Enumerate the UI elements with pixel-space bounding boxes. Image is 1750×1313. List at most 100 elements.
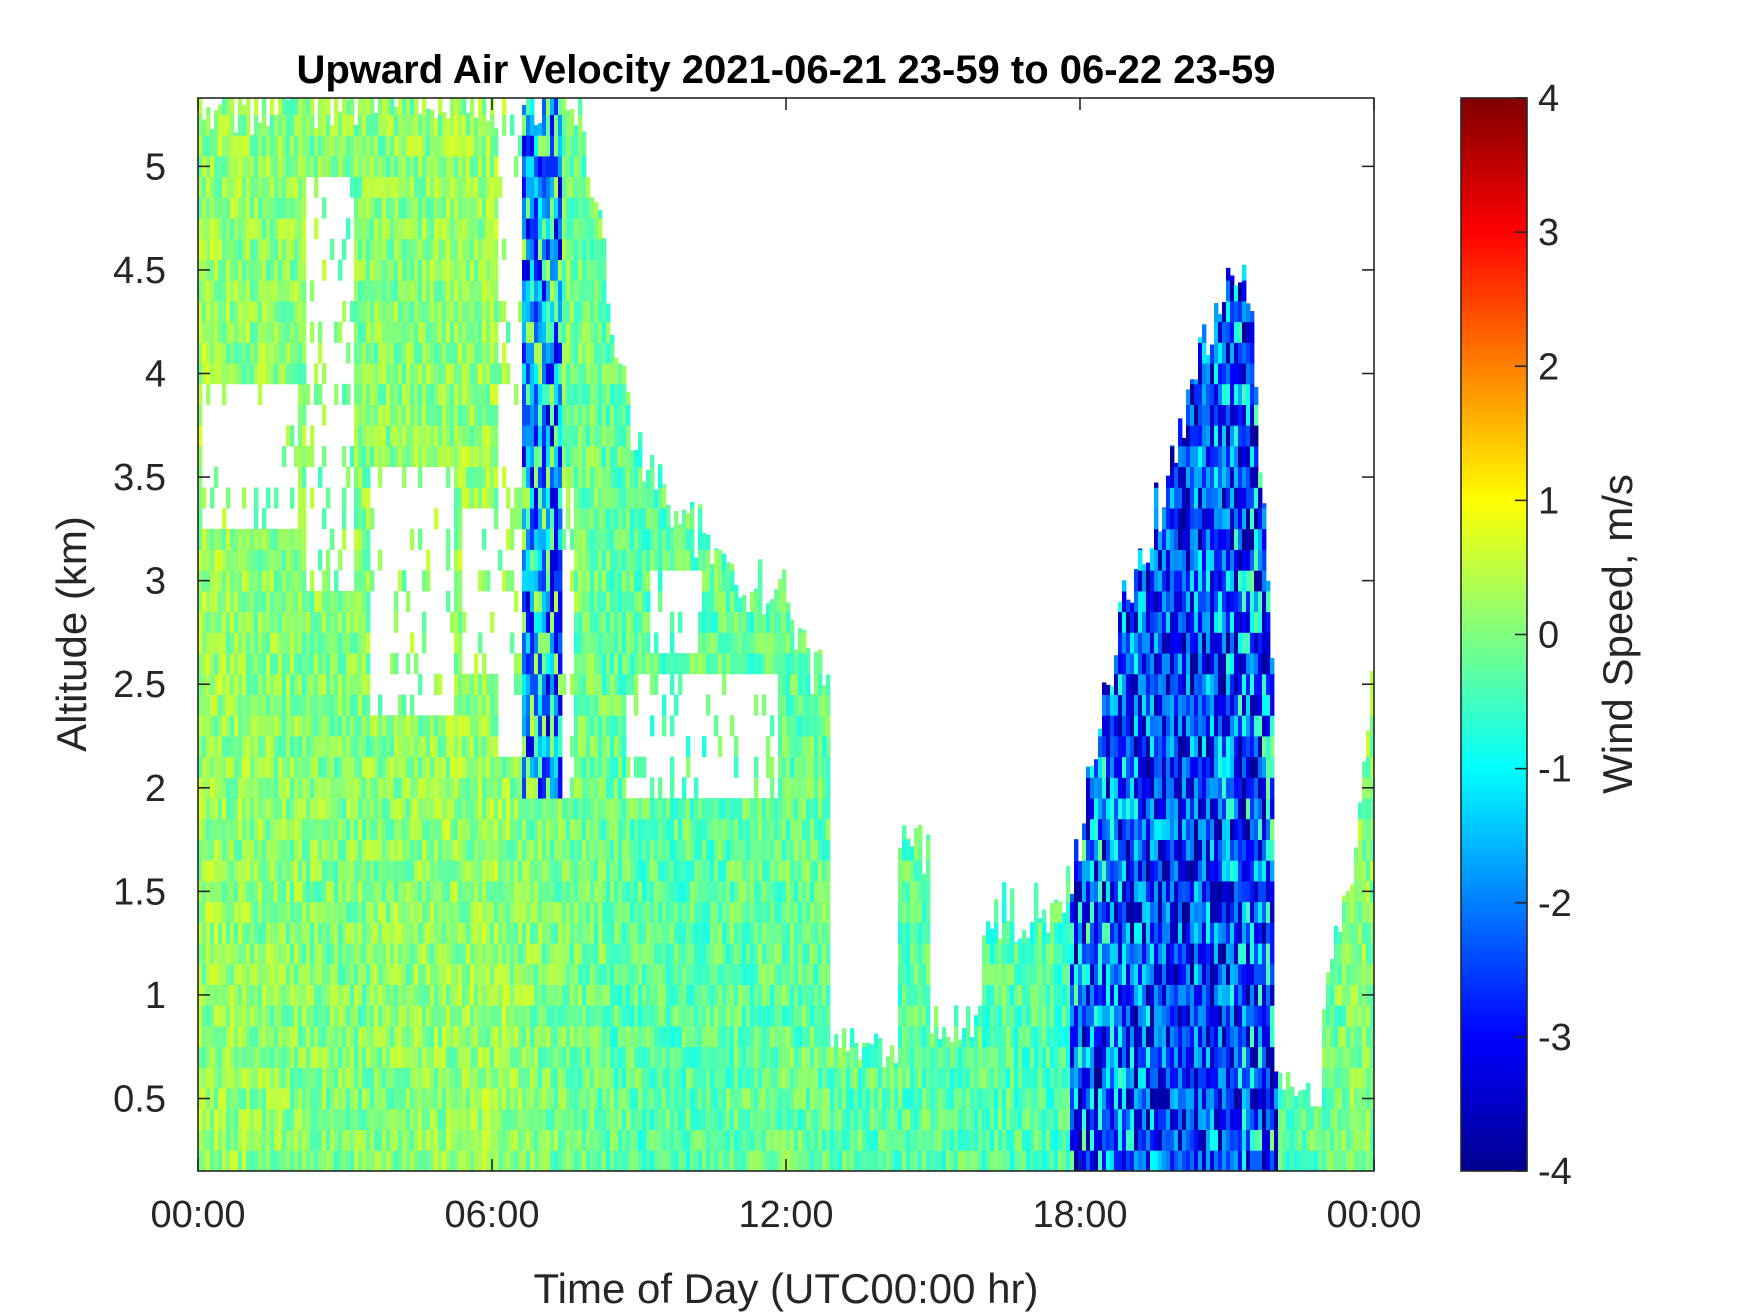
- heatmap-cell: [554, 466, 559, 488]
- heatmap-cell: [582, 259, 587, 281]
- heatmap-cell: [554, 176, 559, 198]
- heatmap-cell: [230, 881, 235, 903]
- heatmap-cell: [450, 156, 455, 178]
- heatmap-cell: [450, 963, 455, 985]
- heatmap-cell: [614, 694, 619, 716]
- heatmap-cell: [518, 756, 523, 778]
- heatmap-cell: [362, 839, 367, 861]
- heatmap-cell: [358, 839, 363, 861]
- heatmap-cell: [562, 114, 567, 136]
- heatmap-cell: [578, 632, 583, 654]
- heatmap-cell: [282, 943, 287, 965]
- heatmap-cell: [250, 756, 255, 778]
- heatmap-cell: [454, 321, 459, 343]
- heatmap-cell: [370, 446, 375, 468]
- heatmap-cell: [622, 860, 627, 882]
- heatmap-cell: [490, 818, 495, 840]
- heatmap-cell: [226, 901, 231, 923]
- heatmap-cell: [578, 963, 583, 985]
- heatmap-cell: [530, 528, 535, 550]
- heatmap-cell: [258, 238, 263, 260]
- heatmap-cell: [546, 1026, 551, 1048]
- heatmap-cell: [386, 301, 391, 323]
- heatmap-cell: [274, 549, 279, 571]
- heatmap-cell: [410, 342, 415, 364]
- heatmap-cell: [434, 943, 439, 965]
- heatmap-cell: [542, 922, 547, 944]
- heatmap-cell: [650, 1067, 655, 1089]
- heatmap-cell: [334, 611, 339, 633]
- heatmap-cell: [222, 508, 227, 530]
- heatmap-cell: [654, 489, 659, 509]
- heatmap-cell: [586, 197, 591, 219]
- heatmap-cell: [582, 1150, 587, 1171]
- heatmap-cell: [382, 798, 387, 820]
- heatmap-cell: [314, 135, 319, 157]
- heatmap-cell: [438, 839, 443, 861]
- heatmap-cell: [334, 901, 339, 923]
- heatmap-cell: [558, 943, 563, 965]
- heatmap-cell: [278, 673, 283, 695]
- heatmap-cell: [354, 736, 359, 758]
- heatmap-cell: [210, 1108, 215, 1130]
- heatmap-cell: [330, 798, 335, 820]
- heatmap-cell: [242, 756, 247, 778]
- heatmap-cell: [394, 756, 399, 778]
- heatmap-cell: [426, 363, 431, 385]
- heatmap-cell: [410, 798, 415, 820]
- heatmap-cell: [414, 736, 419, 758]
- heatmap-cell: [602, 1046, 607, 1068]
- heatmap-cell: [522, 383, 527, 405]
- heatmap-cell: [378, 901, 383, 923]
- heatmap-cell: [418, 715, 423, 737]
- heatmap-cell: [242, 943, 247, 965]
- heatmap-cell: [366, 259, 371, 281]
- heatmap-cell: [630, 591, 635, 613]
- heatmap-cell: [622, 798, 627, 820]
- heatmap-cell: [302, 1088, 307, 1110]
- heatmap-cell: [442, 342, 447, 364]
- heatmap-cell: [578, 425, 583, 447]
- heatmap-cell: [234, 1067, 239, 1089]
- heatmap-cell: [654, 508, 659, 530]
- heatmap-cell: [466, 818, 471, 840]
- heatmap-cell: [342, 591, 347, 613]
- heatmap-cell: [382, 363, 387, 385]
- heatmap-cell: [322, 818, 327, 840]
- heatmap-cell: [250, 943, 255, 965]
- heatmap-cell: [254, 156, 259, 178]
- heatmap-cell: [494, 943, 499, 965]
- heatmap-cell: [398, 363, 403, 385]
- heatmap-cell: [634, 1150, 639, 1171]
- heatmap-cell: [506, 922, 511, 944]
- heatmap-cell: [558, 321, 563, 343]
- heatmap-cell: [386, 176, 391, 198]
- heatmap-cell: [330, 1005, 335, 1027]
- heatmap-cell: [630, 943, 635, 965]
- heatmap-cell: [426, 798, 431, 820]
- heatmap-cell: [306, 777, 311, 799]
- heatmap-cell: [294, 860, 299, 882]
- heatmap-cell: [202, 135, 207, 157]
- heatmap-cell: [230, 1129, 235, 1151]
- heatmap-cell: [402, 715, 407, 737]
- heatmap-cell: [546, 197, 551, 219]
- heatmap-cell: [466, 1005, 471, 1027]
- heatmap-cell: [266, 1108, 271, 1130]
- heatmap-cell: [254, 1088, 259, 1110]
- heatmap-cell: [426, 404, 431, 426]
- heatmap-cell: [238, 694, 243, 716]
- heatmap-cell: [434, 383, 439, 405]
- heatmap-cell: [538, 881, 543, 903]
- heatmap-cell: [378, 156, 383, 178]
- heatmap-cell: [330, 125, 335, 136]
- heatmap-cell: [522, 653, 527, 675]
- heatmap-cell: [198, 756, 203, 778]
- heatmap-cell: [366, 383, 371, 405]
- heatmap-cell: [434, 673, 439, 695]
- heatmap-cell: [354, 1108, 359, 1130]
- heatmap-cell: [466, 218, 471, 240]
- heatmap-cell: [338, 549, 343, 571]
- heatmap-cell: [202, 591, 207, 613]
- heatmap-cell: [222, 798, 227, 820]
